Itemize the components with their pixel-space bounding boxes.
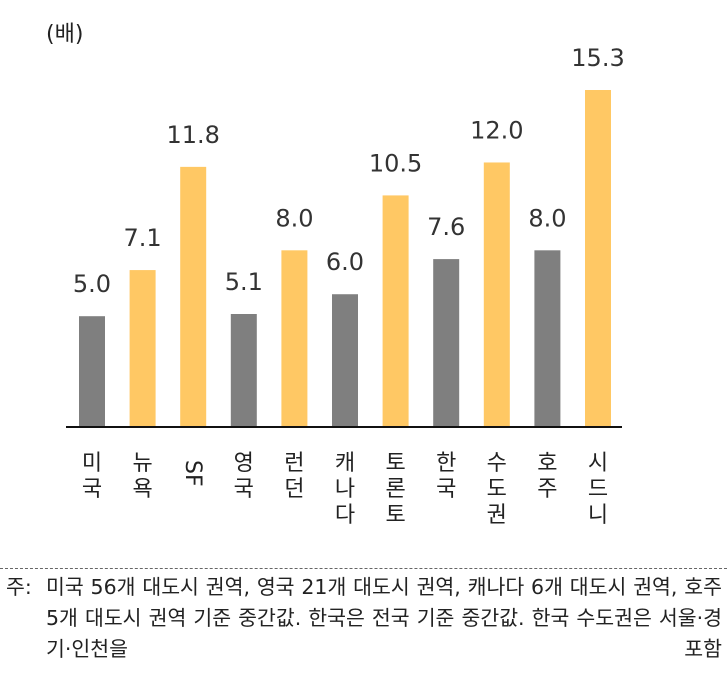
bar-10 <box>585 90 611 426</box>
bar-1 <box>129 270 156 426</box>
bar-0 <box>79 316 105 426</box>
category-labels-group: 미 국 뉴 욕 SF 영 국 런 던 캐 나 다 토 론 토 한 국 수 도 권 호 주 시 드 니 <box>82 451 608 528</box>
value-label-10: 15.3 <box>571 44 624 72</box>
bar-3 <box>230 314 257 426</box>
value-label-4: 8.0 <box>275 204 313 232</box>
bar-6 <box>382 195 409 426</box>
value-label-6: 10.5 <box>369 149 422 177</box>
value-label-1: 7.1 <box>124 224 162 252</box>
bar-9 <box>534 250 561 426</box>
bar-4 <box>281 250 308 426</box>
value-label-0: 5.0 <box>73 270 111 298</box>
bars-group <box>79 90 611 427</box>
value-label-8: 12.0 <box>470 116 523 144</box>
bar-8 <box>483 162 510 426</box>
footnote-text: 미국 56개 대도시 권역, 영국 21개 대도시 권역, 캐나다 6개 대도시… <box>46 575 722 661</box>
bar-2 <box>180 166 207 427</box>
note-divider <box>0 568 727 569</box>
bar-5 <box>332 294 358 426</box>
value-label-3: 5.1 <box>225 268 263 296</box>
footnote: 주: 미국 56개 대도시 권역, 영국 21개 대도시 권역, 캐나다 6개 … <box>6 572 722 696</box>
value-labels-group: 5.0 7.1 11.8 5.1 8.0 6.0 10.5 7.6 12.0 8.0 15.3 <box>73 44 625 298</box>
footnote-prefix: 주: <box>6 575 32 599</box>
value-label-5: 6.0 <box>326 248 364 276</box>
category-label-2: SF <box>180 460 205 487</box>
y-unit-label: (배) <box>46 22 84 47</box>
bar-7 <box>433 259 460 426</box>
value-label-2: 11.8 <box>166 121 219 149</box>
value-label-9: 8.0 <box>528 204 566 232</box>
value-label-7: 7.6 <box>427 213 465 241</box>
